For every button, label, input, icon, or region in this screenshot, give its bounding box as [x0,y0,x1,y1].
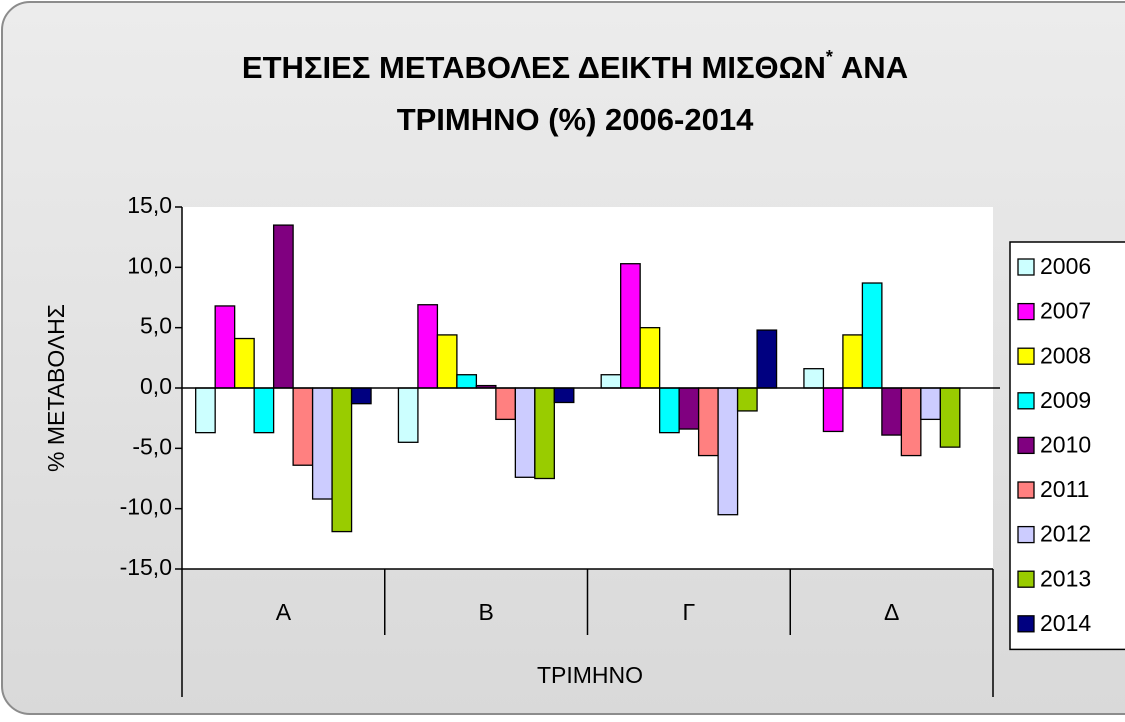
legend-swatch [1017,570,1035,588]
x-tick-label: Γ [683,599,696,625]
title-line: ΕΤΗΣΙΕΣ ΜΕΤΑΒΟΛΕΣ ΔΕΙΚΤΗ ΜΙΣΘΩΝ [242,50,826,85]
bar [292,387,314,466]
bar [514,387,536,478]
legend-label: 2009 [1040,387,1091,413]
legend-swatch [1017,258,1035,276]
bar [620,263,641,389]
y-tick-label: -15,0 [120,554,172,580]
y-tick-label: 15,0 [127,192,172,218]
bar [417,304,439,389]
title-line: ΑΝΑ [841,50,908,85]
legend-label: 2011 [1040,476,1089,502]
y-tick-label: -5,0 [132,433,172,459]
bar [900,387,922,457]
x-axis-label: ΤΡΙΜΗΝΟ [537,662,643,688]
bar [195,387,216,434]
bar [331,387,353,533]
legend-swatch [1017,392,1035,410]
y-tick-label: 0,0 [140,373,172,399]
y-tick-label: -10,0 [120,494,172,520]
legend-label: 2007 [1040,298,1091,324]
x-tick-label: Δ [884,599,899,625]
bar [234,337,255,389]
bar [350,387,372,405]
bar [600,374,622,389]
x-tick-label: Β [478,599,493,625]
bar [658,387,680,434]
legend-label: 2013 [1040,565,1091,591]
bar [534,387,555,480]
bar [861,282,883,389]
legend-label: 2006 [1040,253,1091,279]
bar [697,387,719,457]
title-footnote-mark: * [826,47,833,67]
legend-swatch [1017,347,1035,365]
bar [397,387,419,443]
bar [311,387,333,500]
bar [253,387,275,434]
bar [553,387,575,404]
chart-title: ΕΤΗΣΙΕΣ ΜΕΤΑΒΟΛΕΣ ΔΕΙΚΤΗ ΜΙΣΘΩΝ* ΑΝΑ [242,47,908,85]
bar [639,327,661,389]
y-tick-label: 5,0 [140,313,172,339]
bar [803,368,825,389]
bar [756,329,778,389]
bar [920,387,941,421]
x-tick-label: Α [276,599,292,625]
legend-swatch [1017,615,1035,633]
legend-label: 2014 [1040,610,1091,636]
bar [717,387,739,516]
legend-label: 2012 [1040,521,1091,547]
chart-title: ΤΡΙΜΗΝΟ (%) 2006-2014 [397,102,754,137]
bar [436,334,458,389]
legend-swatch [1017,481,1035,499]
bar [272,224,294,389]
bar [881,387,903,436]
y-tick-label: 10,0 [127,252,172,278]
bar [214,305,236,389]
bar [822,387,844,433]
bar [495,387,517,421]
bar [939,387,961,448]
legend-label: 2010 [1040,431,1091,457]
legend-swatch [1017,436,1035,455]
bar [842,334,864,389]
bar [456,374,478,389]
y-axis-label: % ΜΕΤΑΒΟΛΗΣ [43,304,69,472]
bar [736,387,758,412]
legend-swatch [1017,302,1035,321]
legend-swatch [1017,525,1035,544]
legend-label: 2008 [1040,342,1091,368]
bar [678,387,700,430]
